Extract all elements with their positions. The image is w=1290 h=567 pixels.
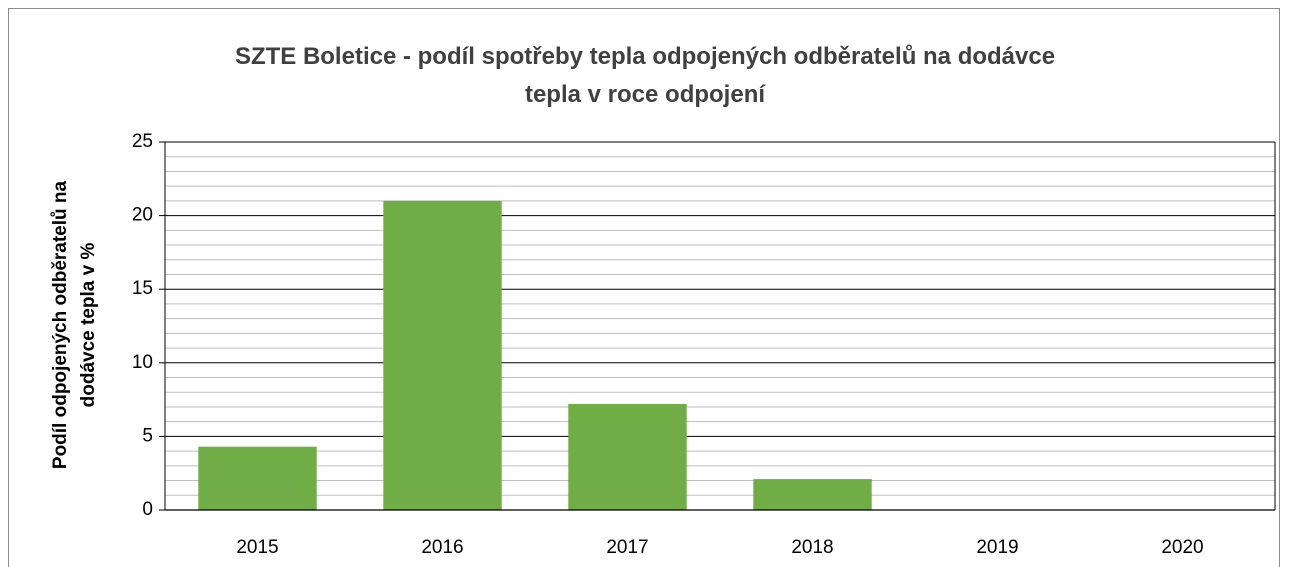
- bar: [568, 404, 687, 510]
- bar: [753, 479, 872, 510]
- y-tick-label: 0: [142, 499, 153, 520]
- chart-title: SZTE Boletice - podíl spotřeby tepla odp…: [234, 43, 1056, 108]
- y-tick-label: 20: [132, 205, 153, 226]
- x-tick-label: 2019: [976, 537, 1018, 558]
- x-tick-label: 2017: [606, 537, 648, 558]
- x-tick-label: 2016: [421, 537, 463, 558]
- y-tick-label: 5: [142, 425, 153, 446]
- x-tick-label: 2018: [791, 537, 833, 558]
- y-tick-label: 10: [132, 352, 153, 373]
- bar: [383, 200, 502, 510]
- y-tick-label: 15: [132, 278, 153, 299]
- chart-frame: [8, 8, 1280, 567]
- bar: [198, 446, 317, 510]
- x-tick-label: 2020: [1161, 537, 1203, 558]
- y-tick-label: 25: [132, 131, 153, 152]
- x-tick-label: 2015: [236, 537, 278, 558]
